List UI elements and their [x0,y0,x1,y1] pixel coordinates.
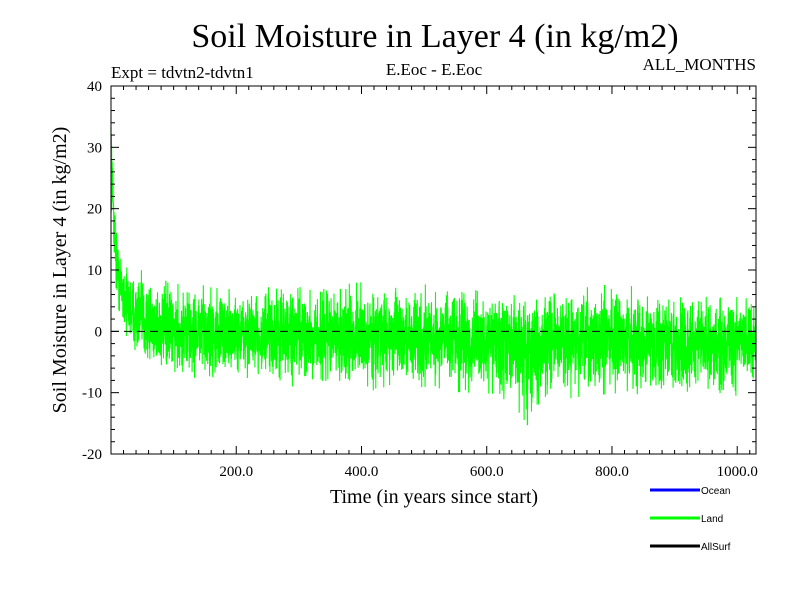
plot-frame [110,85,757,455]
y-tick-label: -10 [82,386,102,402]
x-tick-label: 400.0 [345,464,379,480]
legend-label-land: Land [701,514,723,525]
x-axis: 200.0 400.0 600.0 800.0 1000.0 [123,86,758,480]
y-tick-label: 30 [87,140,102,156]
x-tick-label: 200.0 [219,464,253,480]
legend-label-ocean: Ocean [701,486,730,497]
x-tick-label: 1000.0 [717,464,758,480]
legend-label-allsurf: AllSurf [701,542,731,553]
y-tick-label: 0 [95,324,103,340]
x-tick-label: 600.0 [470,464,504,480]
y-axis: 40 30 20 10 0 -10 -20 [82,79,756,463]
x-tick-label: 800.0 [595,464,629,480]
legend: Ocean Land AllSurf [650,486,731,553]
subtitle-center: E.Eoc - E.Eoc [386,60,483,79]
y-tick-label: 10 [87,263,102,279]
y-tick-label: 20 [87,202,102,218]
subtitle-left: Expt = tdvtn2-tdvtn1 [111,63,254,82]
y-tick-label: 40 [87,79,102,95]
series-land-line [110,127,757,421]
chart-title: Soil Moisture in Layer 4 (in kg/m2) [191,18,678,55]
y-tick-label: -20 [82,447,102,463]
subtitle-right: ALL_MONTHS [643,55,756,74]
y-axis-label: Soil Moisture in Layer 4 (in kg/m2) [49,127,71,414]
plot-area [110,85,757,455]
x-axis-label: Time (in years since start) [330,486,538,508]
